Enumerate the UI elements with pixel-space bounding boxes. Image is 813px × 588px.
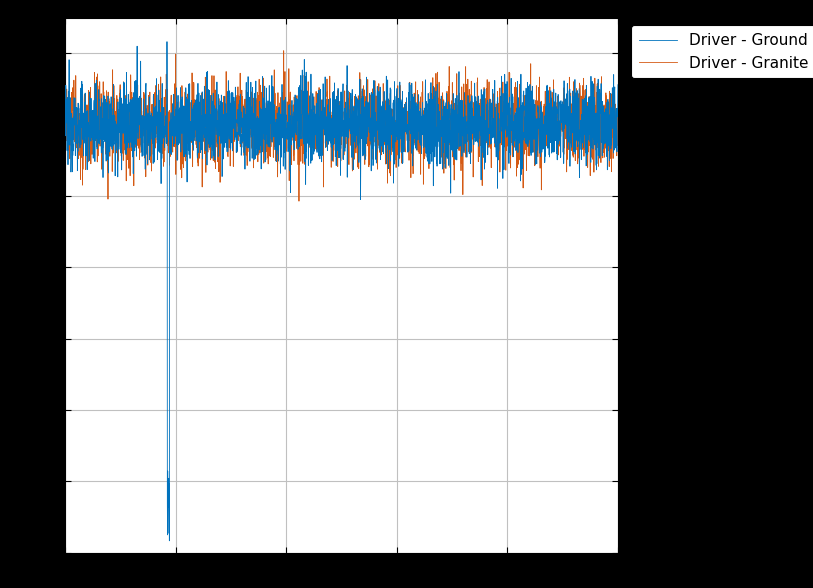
Driver - Ground [613, 81, 623, 88]
Line: Driver - Ground: Driver - Ground [65, 42, 618, 541]
Driver - Ground [156, 146, 166, 153]
Driver - Ground [543, 145, 553, 152]
Driver - Granite [279, 47, 289, 54]
Driver - Granite [297, 111, 307, 118]
Driver - Ground [602, 166, 612, 173]
Driver - Granite [124, 142, 133, 149]
Driver - Ground [164, 537, 174, 544]
Driver - Granite [60, 111, 70, 118]
Driver - Granite [156, 97, 166, 104]
Driver - Granite [543, 102, 553, 109]
Driver - Ground [60, 125, 70, 132]
Driver - Granite [272, 152, 282, 159]
Legend: Driver - Ground, Driver - Granite: Driver - Ground, Driver - Granite [631, 25, 813, 78]
Driver - Ground [124, 139, 133, 146]
Driver - Granite [613, 119, 623, 126]
Driver - Ground [272, 115, 282, 122]
Line: Driver - Granite: Driver - Granite [65, 51, 618, 201]
Driver - Ground [297, 121, 307, 128]
Driver - Granite [602, 101, 612, 108]
Driver - Granite [294, 198, 304, 205]
Driver - Ground [162, 38, 172, 45]
